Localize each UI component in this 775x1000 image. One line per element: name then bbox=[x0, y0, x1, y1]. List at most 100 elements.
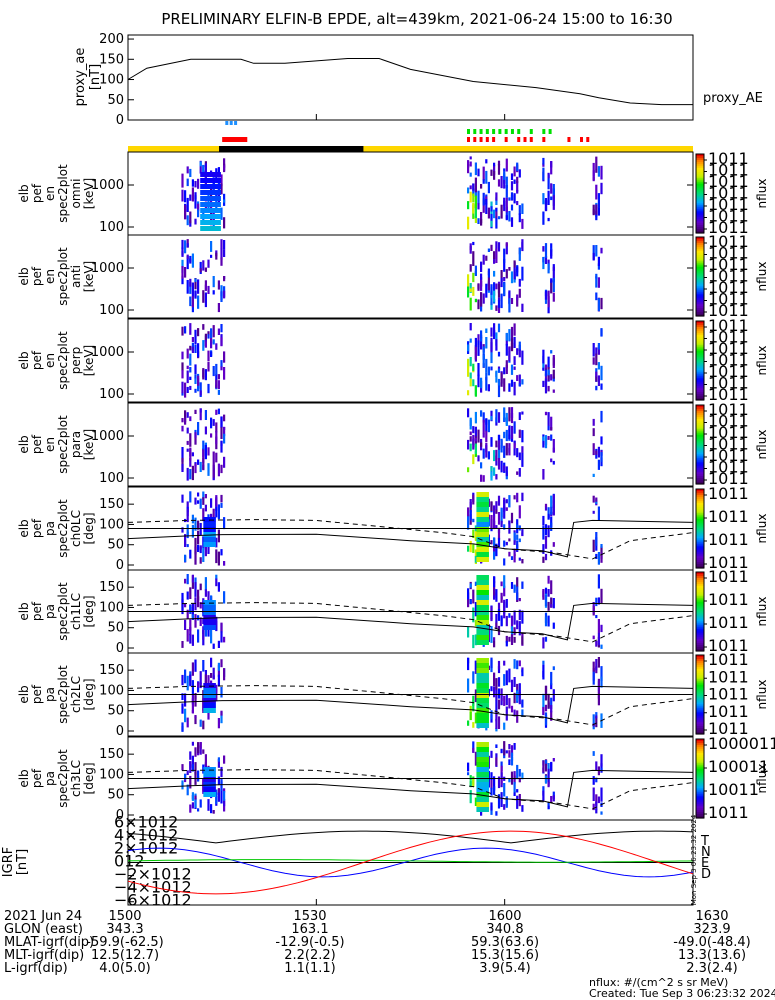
colorbar-cell bbox=[696, 321, 704, 324]
colorbar-frame bbox=[695, 488, 705, 569]
colorbar-cell bbox=[696, 213, 704, 216]
chart_data.spectrogram_panels.0.zticks.2: 1011 bbox=[708, 172, 749, 191]
spectrogram-cell-p5 bbox=[592, 602, 595, 610]
spectrogram-cell-p1 bbox=[202, 267, 205, 271]
colorbar-cell bbox=[696, 414, 704, 418]
spectrogram-cell-p5 bbox=[474, 619, 477, 627]
spectrogram-cell-p7 bbox=[510, 745, 514, 757]
colorbar-cell bbox=[696, 786, 704, 789]
spectrogram-cell-p2 bbox=[202, 324, 205, 330]
spectrogram-cell-p3 bbox=[497, 434, 501, 450]
colorbar-cell bbox=[696, 221, 704, 224]
spectrogram-cell-p2 bbox=[212, 325, 215, 338]
spectrogram-cell-p4 bbox=[552, 502, 555, 516]
chart_data.spectrogram_panels.2.zticks.0: 1011 bbox=[708, 316, 749, 335]
spectrogram-cell-p6 bbox=[204, 674, 207, 690]
spectrogram-cell-p6 bbox=[518, 692, 521, 705]
spectrogram-cell-p2 bbox=[220, 360, 223, 368]
spectrogram-cell-p4 bbox=[521, 559, 524, 564]
spectrogram-cell-p3 bbox=[510, 407, 514, 418]
chart_data.spectrogram_panels.4.zticks.3: 1011 bbox=[708, 553, 749, 572]
colorbar-cell bbox=[696, 678, 704, 682]
spectrogram-cell-p6 bbox=[595, 714, 598, 719]
colorbar-cell bbox=[696, 798, 704, 801]
spectrogram-cell-p7 bbox=[513, 775, 516, 780]
spectrogram-cell-p1 bbox=[542, 256, 545, 270]
spectrogram-cell-p5 bbox=[550, 597, 553, 608]
spectrogram-cell-p2 bbox=[513, 366, 516, 370]
spectrogram-cell-p3 bbox=[505, 412, 508, 426]
spectrogram-cell-p2 bbox=[508, 347, 511, 361]
spectrogram-cell-p1 bbox=[204, 267, 207, 272]
chart_data.spectrogram_panels.0.zticks.4: 1011 bbox=[708, 195, 749, 214]
spectrogram-cell-p4 bbox=[199, 557, 202, 564]
colorbar-cell bbox=[696, 560, 704, 563]
spectrogram-cell-p1 bbox=[595, 276, 598, 288]
colorbar-cell bbox=[696, 354, 704, 358]
spectrogram-cell-p0 bbox=[223, 199, 226, 203]
spectrogram-cell-p0 bbox=[191, 179, 194, 187]
spectrogram-cell-p6 bbox=[199, 671, 202, 685]
spectrogram-cell-p1 bbox=[485, 283, 488, 298]
spectrogram-cell-p6 bbox=[181, 674, 184, 686]
spectrogram-cell-p6 bbox=[181, 703, 184, 714]
spectrogram-cell-p6 bbox=[474, 689, 477, 703]
spectrogram-cell-p0 bbox=[500, 176, 503, 189]
spectrogram-cell-p5 bbox=[191, 603, 194, 617]
spectrogram-cell-p4 bbox=[197, 544, 200, 552]
colorbar-cell bbox=[696, 510, 704, 514]
spectrogram-cell-p0 bbox=[505, 215, 508, 221]
spectrogram-cell-p6 bbox=[184, 669, 187, 684]
colorbar-cell bbox=[696, 710, 704, 713]
spectrogram-cell-p5 bbox=[542, 637, 545, 649]
loss-cone-line bbox=[127, 519, 694, 558]
spectrogram-cell-p0 bbox=[505, 206, 508, 220]
spectrogram-ylabel: spec2plot bbox=[56, 247, 70, 306]
colorbar-cell bbox=[696, 416, 704, 420]
spectrogram-cell-p4 bbox=[197, 492, 200, 497]
spectrogram-cell-p2 bbox=[505, 343, 508, 356]
spectrogram-cell-p0 bbox=[186, 166, 189, 174]
colorbar-cell bbox=[696, 712, 704, 715]
spectrogram-cell-p2 bbox=[552, 369, 555, 379]
loss-cone-line bbox=[127, 685, 694, 724]
colorbar-cell bbox=[696, 217, 704, 220]
spectrogram-cell-p6 bbox=[476, 693, 489, 698]
spectrogram-cell-p1 bbox=[495, 248, 498, 263]
spectrogram-cell-p7 bbox=[592, 776, 595, 785]
spectrogram-cell-p1 bbox=[544, 256, 548, 264]
spectrogram-cell-p7 bbox=[191, 792, 194, 801]
spectrogram-cell-p0 bbox=[542, 211, 545, 225]
colorbar-cell bbox=[696, 739, 704, 742]
spectrogram-cell-p5 bbox=[217, 640, 220, 648]
colorbar-cell bbox=[696, 617, 704, 620]
spectrogram-cell-p7 bbox=[505, 796, 508, 808]
spectrogram-cell-p3 bbox=[503, 465, 506, 472]
colorbar-cell bbox=[696, 476, 704, 479]
spectrogram-cell-p4 bbox=[521, 492, 524, 502]
colorbar-cell bbox=[696, 422, 704, 426]
spectrogram-cell-p6 bbox=[476, 668, 489, 673]
indicator-green-tick bbox=[485, 129, 489, 134]
proxy-ae-ytick-label: 200 bbox=[99, 32, 124, 47]
spectrogram-cell-p6 bbox=[217, 662, 220, 671]
colorbar-cell bbox=[696, 410, 704, 414]
spectrogram-cell-p5 bbox=[476, 580, 489, 585]
spectrogram-cell-p3 bbox=[204, 410, 207, 420]
colorbar-cell bbox=[696, 744, 704, 748]
spectrogram-cell-p3 bbox=[490, 466, 493, 478]
spectrogram-cell-p6 bbox=[592, 714, 595, 730]
colorbar-cell bbox=[696, 532, 704, 536]
footer-row-value: 163.1 bbox=[291, 922, 329, 937]
spectrogram-ylabel: en bbox=[43, 437, 57, 452]
colorbar-cell bbox=[696, 680, 704, 684]
colorbar-cell bbox=[696, 587, 704, 591]
colorbar-cell bbox=[696, 294, 704, 297]
spectrogram-cell-p3 bbox=[189, 416, 192, 422]
spectrogram-cell-p6 bbox=[493, 672, 496, 687]
spectrogram-cell-p6 bbox=[476, 703, 489, 708]
spectrogram-cell-p4 bbox=[490, 540, 493, 545]
colorbar-cell bbox=[696, 581, 704, 585]
spectrogram-cell-p4 bbox=[592, 495, 595, 503]
colorbar-cell bbox=[696, 244, 704, 248]
